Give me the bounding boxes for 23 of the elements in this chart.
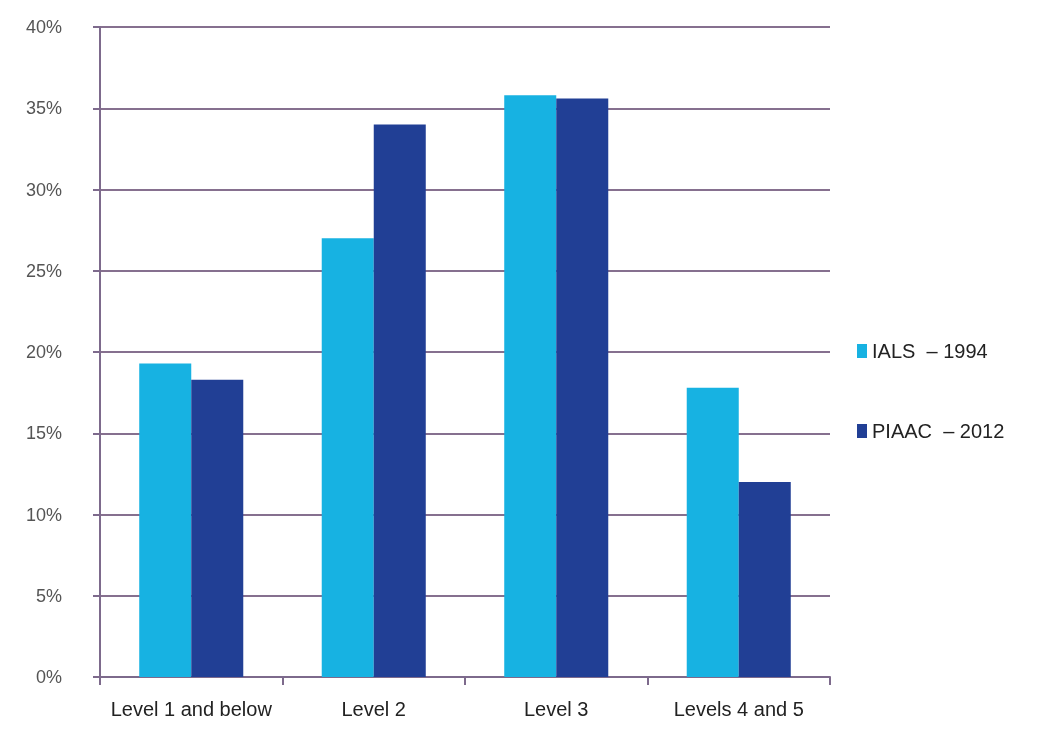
bar [191, 379, 244, 677]
bar [738, 482, 791, 677]
bar [686, 387, 739, 677]
bar [321, 238, 374, 677]
y-tick-label: 40% [25, 17, 62, 37]
x-tick-label: Level 3 [524, 698, 589, 720]
bar [373, 124, 426, 677]
legend-label: PIAAC – 2012 [872, 420, 1005, 442]
y-tick-label: 20% [25, 342, 62, 362]
legend-label: IALS – 1994 [872, 340, 988, 362]
bar [504, 95, 557, 677]
y-tick-label: 35% [25, 98, 62, 119]
x-tick-label: Level 2 [341, 698, 406, 720]
x-tick-label: Levels 4 and 5 [673, 698, 804, 720]
bar [556, 98, 609, 677]
y-tick-label: 15% [25, 423, 62, 444]
x-tick-label: Level 1 and below [110, 698, 273, 720]
y-tick-label: 30% [25, 179, 62, 200]
bar [139, 363, 192, 677]
y-tick-label: 0% [35, 667, 62, 687]
y-tick-label: 25% [25, 260, 62, 281]
y-tick-label: 5% [35, 585, 62, 606]
y-tick-label: 10% [25, 504, 62, 525]
